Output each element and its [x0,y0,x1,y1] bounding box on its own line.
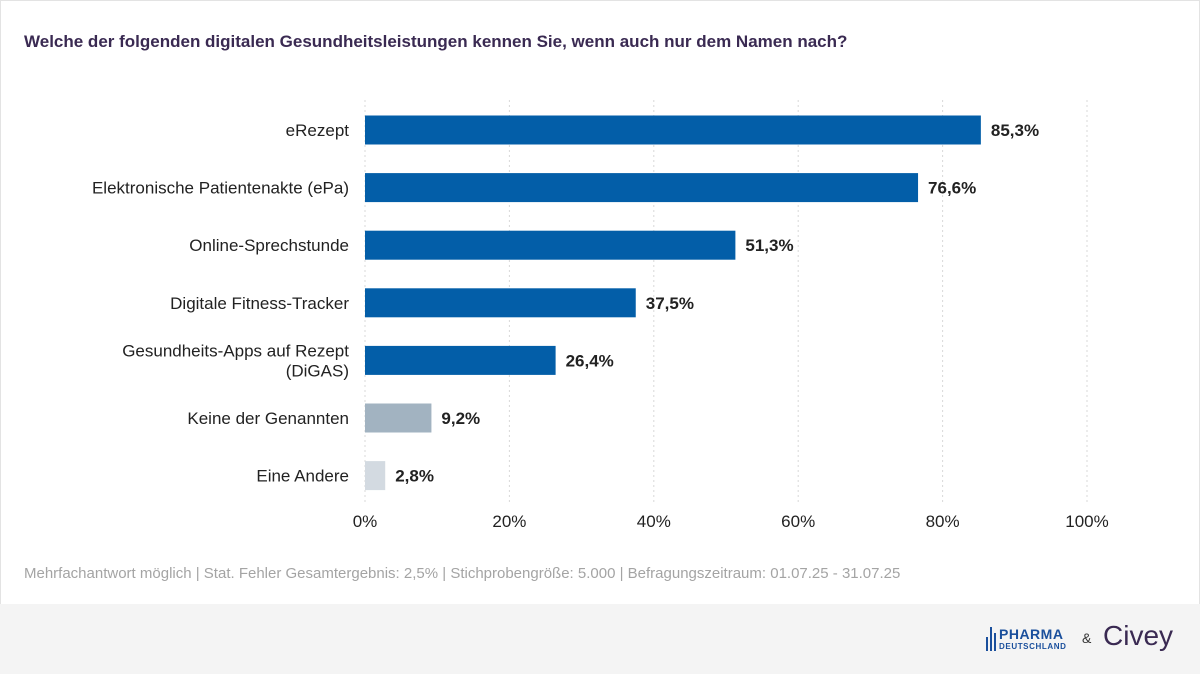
x-tick-label: 0% [353,512,378,531]
x-tick-label: 20% [492,512,526,531]
category-label: (DiGAS) [286,361,349,380]
value-label: 37,5% [646,294,694,313]
chart-title: Welche der folgenden digitalen Gesundhei… [24,32,848,51]
bar [365,345,556,375]
bar [365,461,386,491]
x-tick-label: 60% [781,512,815,531]
pharma-bars-icon [986,627,996,651]
category-label: eRezept [286,121,350,140]
x-tick-label: 80% [926,512,960,531]
category-label: Online-Sprechstunde [189,236,349,255]
pharma-logo-subtext: DEUTSCHLAND [999,642,1067,651]
bar [365,230,736,260]
category-label: Digitale Fitness-Tracker [170,294,349,313]
pharma-logo-text: PHARMA [999,626,1064,642]
x-tick-label: 100% [1065,512,1108,531]
footnote: Mehrfachantwort möglich | Stat. Fehler G… [24,565,901,582]
pharma-deutschland-logo: PHARMA DEUTSCHLAND [986,626,1068,652]
bar-chart: 0% 20% 40% 60% 80% 100% eRezept 85,3% Elektronis… [92,100,1109,531]
civey-logo: Civey [1103,620,1174,651]
category-label: Eine Andere [256,467,349,486]
bar [365,173,919,203]
x-tick-label: 40% [637,512,671,531]
value-label: 26,4% [566,351,614,370]
category-label: Keine der Genannten [187,409,349,428]
bar [365,115,981,145]
value-label: 2,8% [395,467,434,486]
bar [365,288,636,318]
bar [365,403,432,433]
value-label: 76,6% [928,179,976,198]
value-label: 85,3% [991,121,1039,140]
value-label: 51,3% [745,236,793,255]
logo-ampersand: & [1082,630,1092,646]
category-label: Elektronische Patientenakte (ePa) [92,179,349,198]
footer-bar [0,604,1200,674]
value-label: 9,2% [441,409,480,428]
category-label: Gesundheits-Apps auf Rezept [122,341,349,360]
